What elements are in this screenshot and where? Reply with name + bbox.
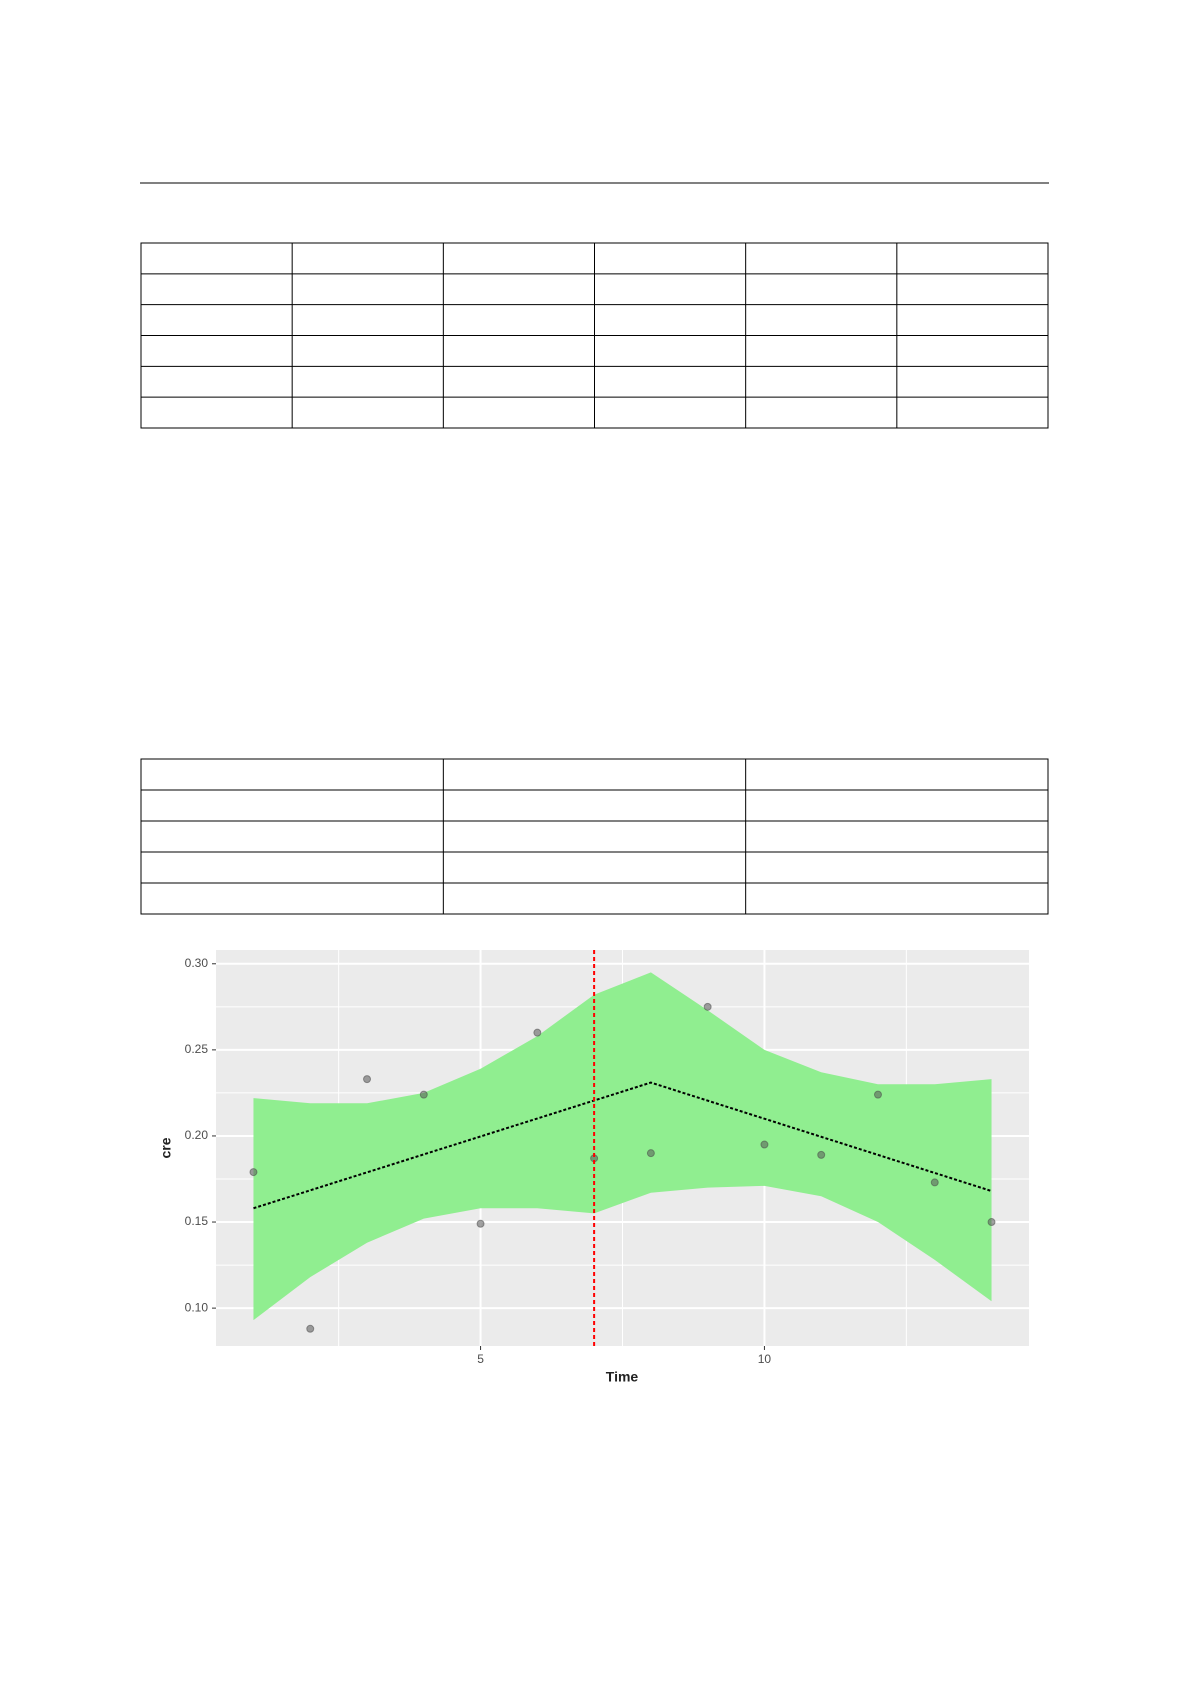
y-tick-label: 0.20	[185, 1128, 209, 1142]
x-tick-label: 10	[758, 1352, 772, 1366]
y-axis-title: cre	[158, 1137, 174, 1158]
confidence-band	[253, 972, 992, 1321]
data-point	[817, 1150, 826, 1159]
tables	[140, 242, 1049, 915]
data-point	[873, 1090, 882, 1099]
data-point	[930, 1178, 939, 1187]
data-point	[476, 1219, 485, 1228]
fit-line	[253, 1081, 992, 1210]
y-tick-label: 0.10	[185, 1300, 209, 1314]
y-tick-label: 0.25	[185, 1042, 209, 1056]
y-tick-label: 0.30	[185, 956, 209, 970]
data-point	[306, 1324, 315, 1333]
data-point	[533, 1028, 542, 1037]
data-point	[249, 1168, 258, 1177]
data-point	[703, 1002, 712, 1011]
y-tick-label: 0.15	[185, 1214, 209, 1228]
data-point	[646, 1149, 655, 1158]
data-point	[419, 1090, 428, 1099]
table-border	[140, 758, 1049, 915]
data-point	[760, 1140, 769, 1149]
data-point	[987, 1218, 996, 1227]
data-point	[363, 1075, 372, 1084]
x-tick-label: 5	[477, 1352, 484, 1366]
x-axis-title: Time	[606, 1369, 639, 1385]
